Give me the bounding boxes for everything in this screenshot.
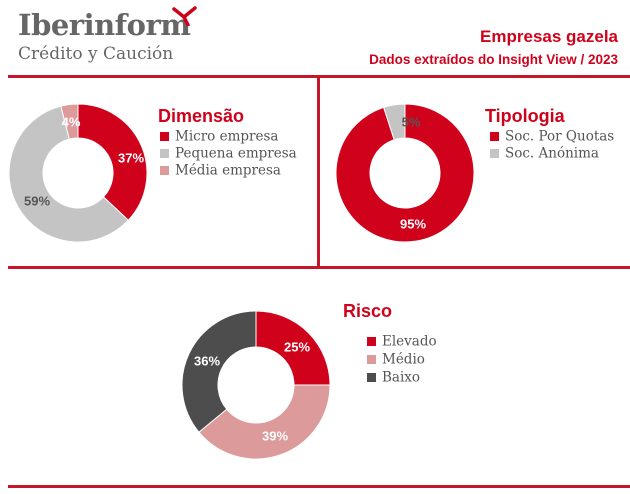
chart-title: Dimensão xyxy=(158,106,244,126)
legend-label: Soc. Anónima xyxy=(505,146,599,162)
middle-divider xyxy=(8,266,630,269)
legend-swatch xyxy=(160,166,169,175)
donut-slice xyxy=(383,103,406,141)
legend-swatch xyxy=(160,132,169,141)
legend-label: Soc. Por Quotas xyxy=(505,129,614,145)
slice-label: 5% xyxy=(402,114,421,129)
slice-label: 39% xyxy=(262,428,288,443)
slice-label: 59% xyxy=(24,193,50,208)
donut-slice xyxy=(60,103,79,140)
donut-slice xyxy=(255,310,331,386)
donut-slice xyxy=(181,310,257,433)
brand-tagline: Crédito y Caución xyxy=(18,44,174,64)
legend-swatch xyxy=(367,337,376,346)
legend-swatch xyxy=(490,132,499,141)
slice-label: 25% xyxy=(284,339,310,354)
donut-slice xyxy=(198,384,331,460)
legend-swatch xyxy=(367,355,376,364)
legend-swatch xyxy=(367,373,376,382)
header-title: Empresas gazela xyxy=(480,27,618,46)
chart-risco: 25% 39% 36% Risco Elevado Médio Baixo xyxy=(181,301,437,460)
slice-label: 37% xyxy=(118,150,144,165)
legend-swatch xyxy=(490,149,499,158)
donut-slice xyxy=(77,103,148,221)
donut-slice xyxy=(8,105,130,243)
top-divider xyxy=(8,75,630,78)
chart-title: Tipologia xyxy=(485,106,566,126)
bottom-divider xyxy=(8,485,630,488)
column-divider xyxy=(317,78,320,266)
donut-slice xyxy=(335,103,475,243)
legend-label: Médio xyxy=(382,352,425,368)
slice-label: 4% xyxy=(62,114,81,129)
header-subtitle: Dados extraídos do Insight View / 2023 xyxy=(369,52,618,67)
brand-name: Iberinform xyxy=(18,8,191,42)
legend-label: Média empresa xyxy=(175,163,281,179)
legend-label: Elevado xyxy=(382,334,437,350)
slice-label: 95% xyxy=(400,216,426,231)
legend-label: Baixo xyxy=(382,370,420,386)
slice-label: 36% xyxy=(194,353,220,368)
chart-title: Risco xyxy=(343,301,392,321)
legend-label: Pequena empresa xyxy=(175,146,297,162)
brand-mark-icon xyxy=(172,6,197,26)
legend-label: Micro empresa xyxy=(175,129,278,145)
legend-swatch xyxy=(160,149,169,158)
